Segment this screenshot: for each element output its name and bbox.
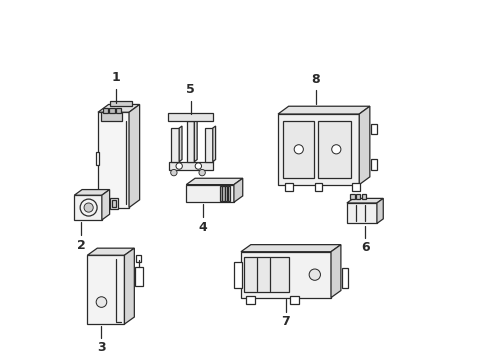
Bar [285, 183, 292, 191]
Text: 6: 6 [360, 241, 368, 254]
Bar [222, 186, 224, 201]
Polygon shape [124, 248, 134, 324]
Polygon shape [330, 245, 340, 298]
Bar [204, 128, 212, 162]
Text: 5: 5 [186, 84, 195, 96]
Bar [341, 267, 347, 288]
Bar [233, 262, 242, 288]
Bar [136, 255, 141, 261]
Polygon shape [376, 198, 383, 224]
Bar [227, 186, 230, 201]
Polygon shape [241, 245, 340, 252]
Polygon shape [102, 190, 109, 220]
Bar [116, 108, 121, 113]
Bar [110, 198, 118, 209]
Polygon shape [98, 104, 140, 112]
Text: 3: 3 [97, 341, 105, 354]
Polygon shape [233, 178, 242, 202]
Polygon shape [179, 126, 182, 162]
Bar [370, 159, 376, 170]
Bar [87, 255, 124, 324]
Bar [290, 296, 299, 304]
Text: 1: 1 [111, 71, 120, 84]
Bar [246, 296, 255, 304]
Circle shape [84, 203, 93, 212]
Bar [351, 183, 359, 191]
Bar [314, 183, 322, 191]
Bar [135, 267, 142, 286]
Polygon shape [346, 198, 383, 203]
Bar [74, 195, 102, 220]
Circle shape [308, 269, 320, 280]
Bar [219, 186, 221, 201]
Bar [102, 108, 108, 113]
Text: 4: 4 [198, 221, 207, 234]
Bar [346, 203, 376, 224]
Polygon shape [87, 248, 134, 255]
Bar [278, 114, 359, 185]
Bar [283, 121, 314, 177]
Bar [186, 121, 194, 162]
Text: 2: 2 [77, 239, 85, 252]
Bar [98, 112, 129, 208]
Polygon shape [194, 119, 197, 162]
Bar [167, 113, 213, 121]
Circle shape [294, 145, 303, 154]
Bar [168, 162, 212, 171]
Polygon shape [278, 106, 369, 114]
Bar [370, 124, 376, 135]
Bar [241, 252, 330, 298]
Bar [96, 152, 99, 165]
Polygon shape [74, 190, 109, 195]
Bar [355, 194, 360, 199]
Bar [101, 112, 122, 121]
Text: 8: 8 [311, 73, 320, 86]
Bar [318, 121, 350, 177]
Circle shape [199, 170, 205, 176]
Bar [350, 194, 354, 199]
Bar [109, 108, 114, 113]
Bar [361, 194, 365, 199]
Circle shape [96, 297, 106, 307]
Circle shape [331, 145, 340, 154]
Text: 7: 7 [281, 315, 290, 328]
Bar [110, 101, 131, 106]
Bar [244, 257, 288, 292]
Polygon shape [186, 178, 242, 185]
Bar [186, 185, 233, 202]
Polygon shape [212, 126, 215, 162]
Bar [171, 128, 179, 162]
Bar [112, 201, 116, 207]
Bar [225, 186, 227, 201]
Circle shape [195, 163, 201, 169]
Polygon shape [359, 106, 369, 185]
Circle shape [176, 163, 182, 169]
Polygon shape [129, 104, 140, 208]
Circle shape [170, 170, 177, 176]
